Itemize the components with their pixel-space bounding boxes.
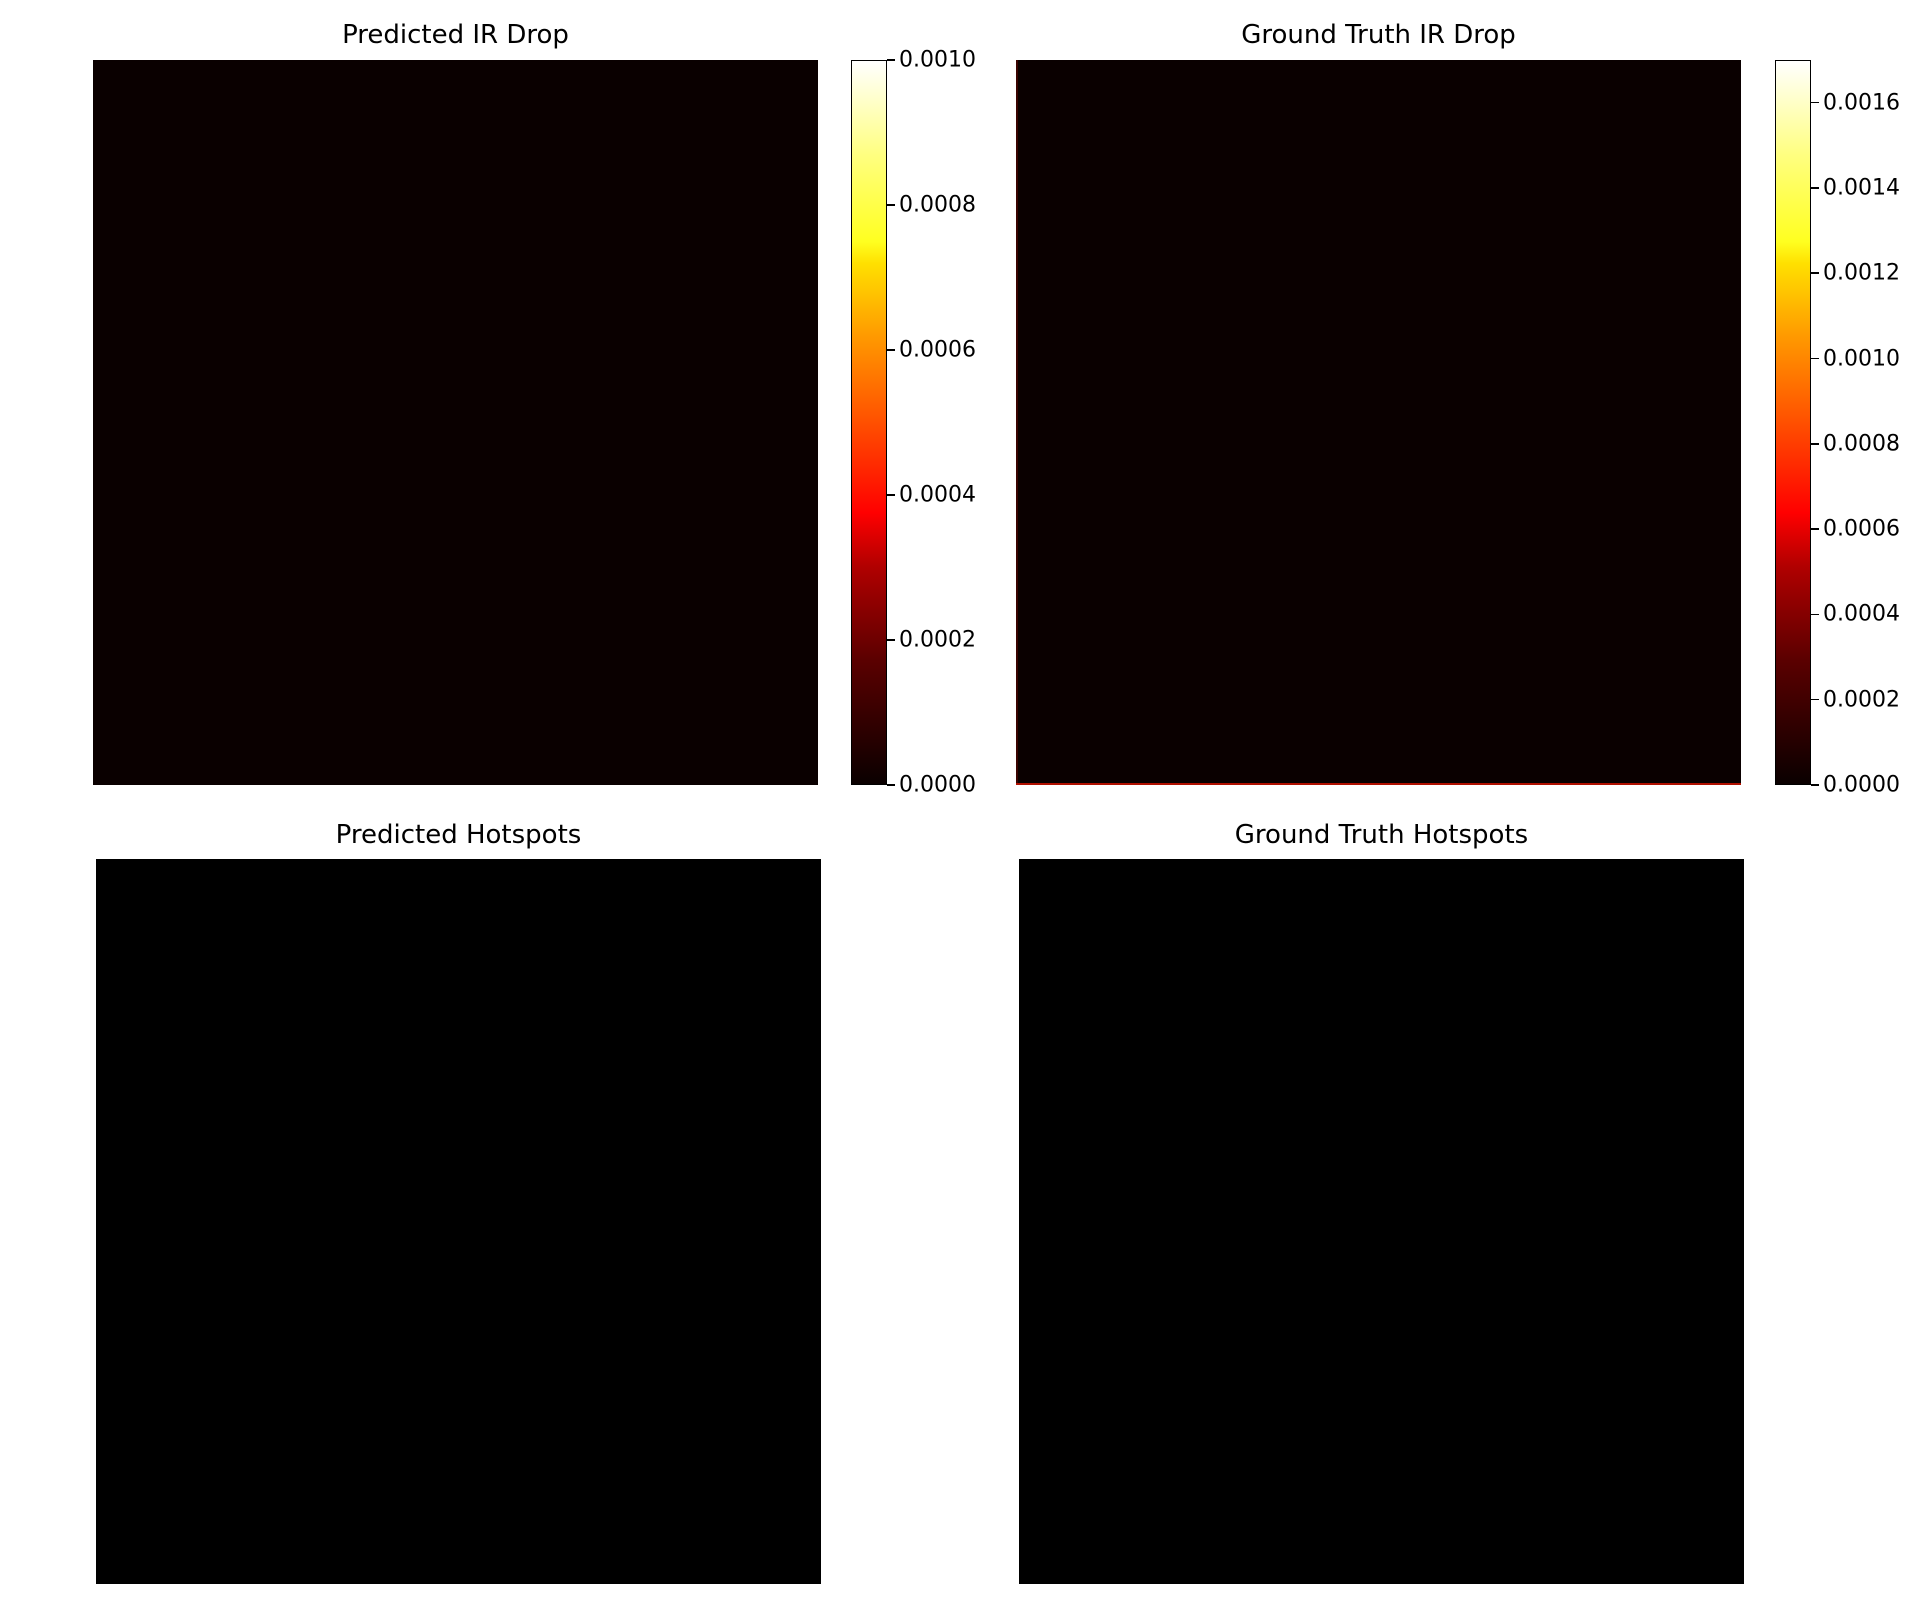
heatmap-ground-truth-hotspots — [1019, 859, 1744, 1584]
colorbar-tick-label: 0.0010 — [899, 47, 976, 73]
colorbar-tick-mark — [1811, 784, 1819, 786]
colorbar-tick-label: 0.0002 — [1823, 687, 1900, 713]
colorbar-tick-mark — [1811, 357, 1819, 360]
colorbar-tick-label: 0.0002 — [899, 627, 976, 653]
colorbar-tick-label: 0.0000 — [899, 772, 976, 798]
title-predicted-hotspots: Predicted Hotspots — [335, 820, 582, 850]
colorbar-tick-label: 0.0014 — [1823, 175, 1900, 201]
heatmap-ground-truth-ir-drop — [1016, 60, 1741, 785]
colorbar-tick-mark — [887, 59, 895, 61]
title-ground-truth-hotspots: Ground Truth Hotspots — [1234, 820, 1529, 850]
colorbar-tick-mark — [1811, 187, 1819, 189]
colorbar-tick-mark — [1811, 443, 1819, 445]
colorbar-tick-label: 0.0010 — [1823, 346, 1900, 372]
colorbar-tick-label: 0.0008 — [1823, 431, 1900, 457]
colorbar-tick-mark — [887, 204, 895, 206]
colorbar-tick-mark — [1811, 101, 1819, 104]
heatmap-predicted-hotspots — [96, 859, 821, 1584]
colorbar-tick-label: 0.0000 — [1823, 772, 1900, 798]
title-ground-truth-ir-drop: Ground Truth IR Drop — [1241, 20, 1516, 50]
colorbar-tick-label: 0.0012 — [1823, 260, 1900, 286]
colorbar-tick-mark — [887, 639, 895, 641]
colorbar-tick-label: 0.0008 — [899, 192, 976, 218]
colorbar-tick-mark — [1811, 613, 1819, 616]
colorbar-tick-label: 0.0004 — [1823, 601, 1900, 627]
colorbar-tick-mark — [887, 349, 895, 351]
colorbar-ground-truth-ir-drop — [1775, 60, 1811, 785]
colorbar-tick-label: 0.0006 — [899, 337, 976, 363]
edge-hotspot-left — [1016, 60, 1018, 785]
colorbar-tick-mark — [1811, 272, 1819, 274]
colorbar-predicted-ir-drop — [851, 60, 887, 785]
colorbar-tick-label: 0.0004 — [899, 482, 976, 508]
colorbar-tick-mark — [1811, 698, 1819, 701]
colorbar-tick-mark — [1811, 528, 1819, 530]
colorbar-tick-label: 0.0006 — [1823, 516, 1900, 542]
colorbar-tick-label: 0.0016 — [1823, 90, 1900, 116]
title-predicted-ir-drop: Predicted IR Drop — [342, 20, 569, 50]
colorbar-tick-mark — [887, 494, 895, 496]
colorbar-tick-mark — [887, 784, 895, 786]
heatmap-predicted-ir-drop — [93, 60, 818, 785]
edge-hotspot-bottom — [1016, 783, 1741, 785]
